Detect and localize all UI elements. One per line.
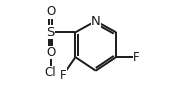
- Text: F: F: [133, 51, 140, 64]
- Text: S: S: [46, 26, 55, 39]
- Text: O: O: [46, 46, 55, 59]
- Text: O: O: [46, 5, 55, 18]
- Text: N: N: [91, 15, 101, 28]
- Text: F: F: [60, 69, 66, 82]
- Text: Cl: Cl: [45, 66, 56, 79]
